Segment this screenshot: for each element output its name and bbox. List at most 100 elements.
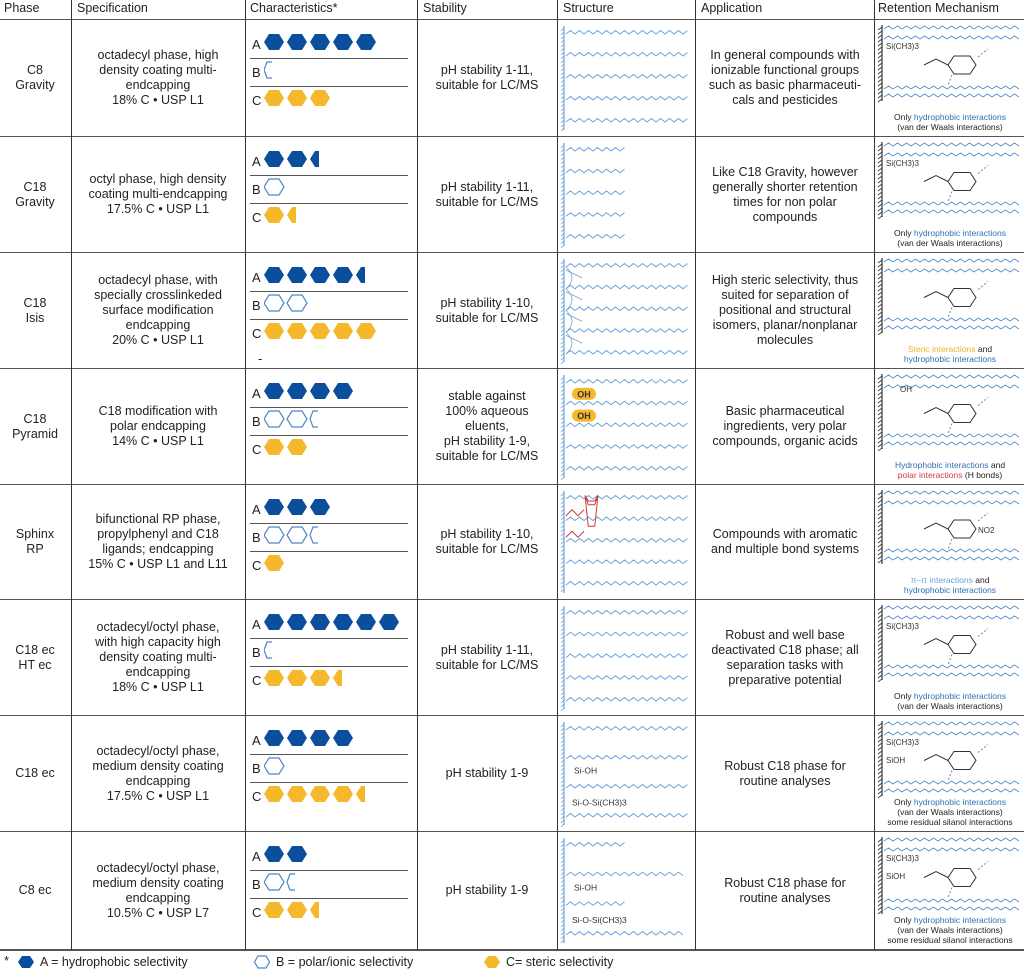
selectivity-letter: B — [252, 761, 261, 776]
stability-cell-text: pH stability 1-10, suitable for LC/MS — [435, 527, 539, 556]
hexagon-steric-icon — [287, 323, 307, 339]
hexagon-steric-icon — [310, 902, 319, 918]
selectivity-bar-a — [264, 267, 365, 283]
alkyl-chain — [565, 653, 688, 659]
endcap-label: Si(CH3)3 — [886, 854, 919, 863]
alkyl-chain — [565, 190, 625, 196]
hexagon-steric-icon — [264, 555, 284, 571]
specification-cell: octadecyl phase, with specially crosslin… — [72, 253, 244, 368]
phase-cell: C18 Isis — [0, 253, 70, 368]
selectivity-row-c: C — [250, 88, 408, 114]
structure-diagram: Si-OH Si-O-Si(CH3)3 — [560, 722, 688, 828]
selectivity-bar-c — [264, 555, 284, 571]
application-cell-text: Compounds with aromatic and multiple bon… — [711, 527, 859, 556]
stability-cell-text: pH stability 1-10, suitable for LC/MS — [435, 295, 539, 325]
table-row: C8 Gravity octadecyl phase, high density … — [0, 20, 1024, 137]
selectivity-row-b: B — [250, 756, 408, 783]
legend-c: C= steric selectivity — [484, 955, 613, 969]
hexagon-filled-icon — [356, 267, 365, 283]
hexagon-steric-icon — [287, 207, 296, 223]
application-cell-text: High steric selectivity, thus suited for… — [711, 273, 859, 347]
selectivity-letter: A — [252, 37, 261, 52]
table-row: C18 Isis octadecyl phase, with specially … — [0, 253, 1024, 369]
table-row: Sphinx RP bifunctional RP phase, propylph… — [0, 485, 1024, 600]
structure-diagram — [560, 26, 688, 132]
hexagon-filled-icon — [333, 267, 353, 283]
selectivity-letter: B — [252, 530, 261, 545]
alkyl-chain — [565, 465, 688, 471]
hexagon-steric-icon — [287, 439, 307, 455]
selectivity-letter: C — [252, 789, 262, 804]
alkyl-chain — [565, 930, 684, 936]
hexagon-steric-icon — [356, 786, 365, 802]
alkyl-chain — [565, 95, 688, 101]
retention-caption: Hydrophobic interactions and polar intera… — [894, 460, 1006, 480]
structure-cell: Si-OH Si-O-Si(CH3)3 — [560, 720, 694, 828]
hexagon-steric-icon — [264, 902, 284, 918]
selectivity-bar-a — [264, 614, 399, 630]
structure-cell — [560, 141, 694, 249]
retention-diagram: Si(CH3)3 — [877, 605, 1020, 682]
alkyl-chain — [565, 328, 688, 333]
selectivity-letter: A — [252, 386, 261, 401]
selectivity-letter: B — [252, 182, 261, 197]
selectivity-letter: A — [252, 270, 261, 285]
header-specification: Specification — [77, 1, 148, 15]
hydroxyl-group: OH — [572, 387, 596, 400]
hexagon-steric-icon — [264, 786, 284, 802]
hexagon-filled-icon — [18, 956, 34, 968]
hexagon-steric-icon — [310, 323, 330, 339]
hexagon-filled-icon — [287, 730, 307, 746]
structure-diagram: Si-OH Si-O-Si(CH3)3 — [560, 838, 684, 944]
alkyl-chain — [565, 51, 688, 57]
selectivity-row-b: B — [250, 525, 408, 552]
selectivity-bar-a — [264, 34, 376, 50]
hexagon-filled-icon — [310, 730, 330, 746]
selectivity-bar-b — [264, 757, 285, 775]
hexagon-outline-icon — [264, 61, 272, 79]
analyte-ring — [947, 519, 977, 539]
hexagon-filled-icon — [356, 34, 376, 50]
retention-caption: Only hydrophobic interactions (van der Wa… — [887, 915, 1013, 945]
alkyl-chain — [565, 400, 688, 406]
hexagon-filled-icon — [287, 267, 307, 283]
header-phase: Phase — [4, 1, 40, 15]
selectivity-row-a: A — [250, 381, 408, 408]
specification-cell-text: bifunctional RP phase, propylphenyl and … — [88, 512, 228, 571]
alkyl-chain — [565, 580, 688, 586]
selectivity-row-a: A — [250, 612, 408, 639]
selectivity-letter: B — [252, 298, 261, 313]
hexagon-filled-icon — [264, 151, 284, 167]
hexagon-steric-icon — [287, 90, 307, 106]
header-characteristics: Characteristics* — [250, 1, 338, 15]
alkyl-chain — [565, 783, 688, 789]
structure-diagram: OH OH — [560, 375, 688, 481]
legend-a-label: A = hydrophobic selectivity — [40, 955, 188, 969]
selectivity-row-b: B — [250, 872, 408, 899]
specification-cell: octadecyl phase, high density coating mu… — [72, 20, 244, 136]
phenyl-ring — [584, 495, 599, 527]
alkyl-chain — [565, 675, 688, 680]
hexagon-filled-icon — [333, 730, 353, 746]
stability-cell-text: pH stability 1-11, suitable for LC/MS — [435, 179, 539, 209]
structure-cell: OH OH — [560, 373, 694, 481]
table-header: Phase Specification Characteristics* Sta… — [0, 0, 1024, 20]
retention-caption: Only hydrophobic interactions (van der Wa… — [894, 112, 1006, 132]
alkyl-chain — [565, 812, 688, 818]
column-divider — [874, 0, 875, 950]
retention-cell: Si(CH3)3 SiOH Only hydrophobic interaction… — [876, 719, 1024, 828]
hexagon-filled-icon — [287, 383, 307, 399]
selectivity-bar-c — [264, 90, 330, 106]
stability-cell: stable against 100% aqueous eluents, pH … — [418, 369, 556, 484]
application-cell-text: In general compounds with ionizable func… — [708, 48, 862, 107]
endcap-label: Si-O-Si(CH3)3 — [572, 915, 627, 925]
selectivity-bar-c — [264, 902, 319, 918]
alkyl-chain — [565, 609, 688, 615]
column-divider — [71, 0, 72, 950]
hexagon-steric-icon — [264, 323, 284, 339]
specification-cell-text: octadecyl/octyl phase, with high capacit… — [95, 620, 221, 694]
